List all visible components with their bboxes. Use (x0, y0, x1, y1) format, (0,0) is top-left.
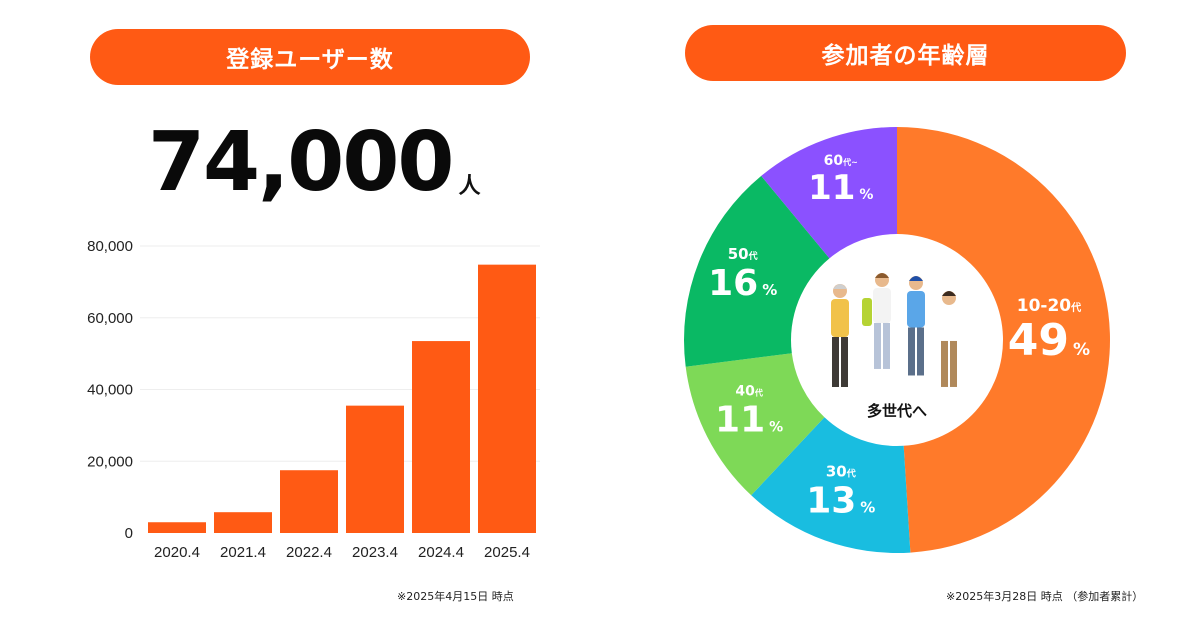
x-tick-label: 2021.4 (220, 544, 266, 561)
donut-chart-note: ※2025年3月28日 時点 （参加者累計） (946, 590, 1144, 603)
y-tick-label: 80,000 (87, 238, 133, 255)
segment-age-label: 30代 (826, 462, 856, 480)
people-illustration (831, 273, 958, 387)
segment-age-label: 60代~ (824, 153, 858, 169)
total-users: 74,000 人 (148, 118, 480, 208)
person-icon (907, 276, 925, 376)
donut-segment-10-20 (897, 127, 1111, 553)
x-tick-label: 2020.4 (154, 544, 200, 561)
bar-chart: 0 20,000 40,000 60,000 80,000 2020.4 2021.4 202… (87, 238, 540, 561)
y-tick-label: 0 (125, 525, 133, 542)
bar-2020.4 (148, 522, 206, 533)
x-tick-label: 2025.4 (484, 544, 530, 561)
bar-2021.4 (214, 512, 272, 533)
bar-chart-title: 登録ユーザー数 (90, 29, 530, 85)
segment-age-label: 50代 (728, 245, 758, 263)
y-tick-label: 60,000 (87, 310, 133, 327)
bar-chart-note: ※2025年4月15日 時点 (397, 590, 514, 603)
y-tick-label: 20,000 (87, 453, 133, 470)
x-tick-label: 2022.4 (286, 544, 332, 561)
bar-2024.4 (412, 341, 470, 533)
person-icon (831, 284, 849, 387)
donut-center-label: 多世代へ (867, 402, 927, 420)
segment-age-label: 40代 (735, 384, 762, 400)
donut-segment-50 (684, 175, 830, 367)
segment-label-60: 60代~11% (808, 153, 873, 208)
bar-2025.4 (478, 264, 536, 533)
x-tick-label: 2024.4 (418, 544, 464, 561)
person-icon (873, 273, 891, 369)
person-icon (940, 291, 958, 387)
segment-percent: 11% (808, 168, 873, 208)
total-users-value: 74,000 (148, 115, 454, 210)
donut-chart-title: 参加者の年齢層 (685, 25, 1126, 81)
donut-segment-40 (685, 353, 825, 496)
segment-percent: 11% (715, 400, 783, 441)
segment-age-label: 10-20代 (1017, 296, 1081, 316)
y-tick-label: 40,000 (87, 382, 133, 399)
total-users-unit: 人 (458, 174, 481, 199)
bar-2023.4 (346, 405, 404, 533)
segment-percent: 16% (708, 263, 777, 304)
segment-percent: 49% (1008, 315, 1090, 366)
donut-segment-60 (761, 127, 897, 259)
bar-2022.4 (280, 470, 338, 533)
donut-segment-30 (751, 417, 911, 554)
x-tick-label: 2023.4 (352, 544, 398, 561)
segment-percent: 13% (806, 480, 875, 521)
